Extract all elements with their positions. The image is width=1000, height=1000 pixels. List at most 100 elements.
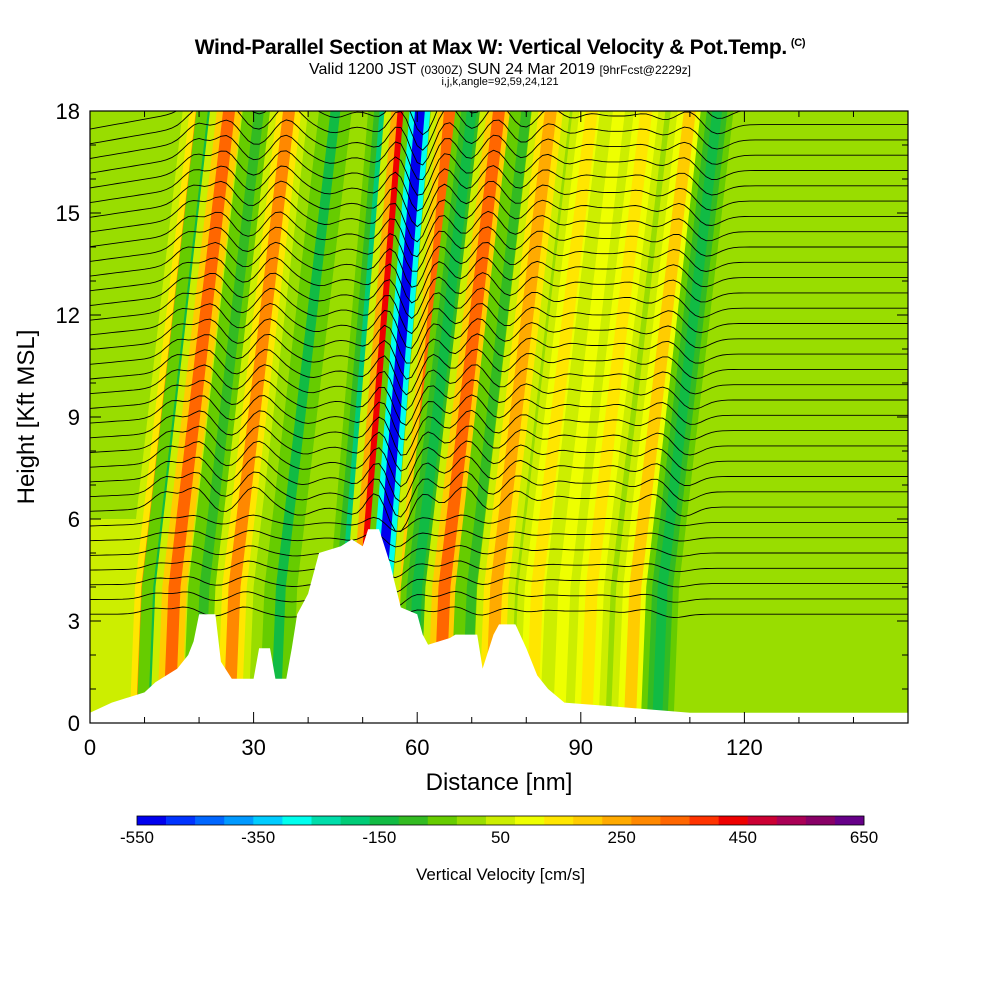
title-text: Wind-Parallel Section at Max W: Vertical… (194, 36, 788, 59)
colorbar-swatch (602, 816, 632, 825)
theta-contour-10 (90, 440, 908, 488)
colorbar-swatch (747, 816, 778, 825)
velocity-band-11-level-2 (433, 111, 505, 723)
colorbar-swatch (718, 816, 748, 825)
shaded-field (90, 111, 908, 723)
theta-contour-22 (90, 257, 908, 304)
theta-contour-31 (90, 119, 908, 166)
y-tick-label: 18 (56, 99, 80, 124)
chart-subtitle: Valid 1200 JST (0300Z) SUN 24 Mar 2019 [… (0, 61, 1000, 79)
theta-contour-5 (90, 529, 908, 548)
theta-contour-12 (90, 409, 908, 456)
colorbar-label: Vertical Velocity [cm/s] (416, 865, 585, 884)
theta-contour-21 (90, 272, 908, 320)
colorbar-swatch (805, 816, 836, 825)
theta-contour-15 (90, 364, 908, 411)
theta-contour-13 (90, 394, 908, 441)
velocity-band-13-level-2 (484, 111, 557, 723)
velocity-band-2-level-2 (163, 111, 236, 723)
colorbar-swatch (166, 816, 196, 825)
theta-contour-11 (90, 425, 908, 472)
plot-area (90, 111, 908, 723)
colorbar-tick-label: -350 (241, 828, 275, 847)
y-tick-label: 6 (68, 507, 80, 532)
colorbar-swatch (834, 816, 865, 825)
x-tick-label: 120 (726, 735, 763, 760)
theta-contour-32 (90, 111, 908, 151)
x-tick-label: 60 (405, 735, 429, 760)
colorbar-tick-label: -150 (362, 828, 396, 847)
theta-contour-4 (90, 545, 908, 563)
velocity-band-14-level-2 (525, 111, 598, 723)
colorbar-tick-label: 250 (607, 828, 635, 847)
colorbar-swatch (369, 816, 400, 825)
theta-contour-14 (90, 379, 908, 426)
y-tick-label: 15 (56, 201, 80, 226)
x-axis-label: Distance [nm] (426, 769, 573, 796)
velocity-band-17-level-2 (623, 111, 696, 723)
theta-contour-1 (90, 590, 908, 609)
colorbar-tick-label: 450 (729, 828, 757, 847)
colorbar-swatch (137, 816, 167, 825)
theta-contour-24 (90, 226, 908, 272)
theta-contour-28 (90, 165, 908, 212)
colorbar-swatch (224, 816, 254, 825)
y-tick-label: 3 (68, 609, 80, 634)
velocity-band-16-level-2 (580, 111, 653, 723)
theta-contour-0 (90, 606, 908, 624)
y-tick-label: 0 (68, 711, 80, 736)
valid-date: SUN 24 Mar 2019 (466, 61, 595, 78)
theta-contour-6 (90, 514, 908, 532)
theta-contour-29 (90, 149, 908, 196)
theta-contour-25 (90, 210, 908, 258)
colorbar-swatch (195, 816, 225, 825)
forecast-info: [9hrFcst@2229z] (599, 63, 692, 77)
theta-contour-23 (90, 241, 908, 288)
colorbar-swatch (427, 816, 458, 825)
theta-contour-20 (90, 287, 908, 335)
valid-prefix: Valid 1200 JST (308, 61, 416, 78)
theta-contour-19 (90, 303, 908, 349)
theta-contour-16 (90, 348, 908, 396)
colorbar-tick-label: 650 (850, 828, 878, 847)
velocity-band-18-level-2 (652, 111, 723, 723)
velocity-band-15-level-2 (552, 111, 625, 723)
theta-contour-9 (90, 455, 908, 503)
colorbar-frame (136, 815, 865, 826)
colorbar-swatch (515, 816, 545, 825)
velocity-band-4-level-2 (223, 111, 296, 723)
terrain (90, 529, 908, 723)
theta-contour-18 (90, 318, 908, 364)
colorbar-swatch (485, 816, 516, 825)
colorbar-swatch (456, 816, 487, 825)
x-tick-label: 0 (84, 735, 96, 760)
y-axis-label: Height [Kft MSL] (13, 330, 40, 505)
colorbar-swatch (253, 816, 283, 825)
colorbar-swatch (544, 816, 574, 825)
grid-indices: i,j,k,angle=92,59,24,121 (441, 76, 559, 88)
colorbar-swatch (282, 816, 312, 825)
colorbar-swatch (340, 816, 370, 825)
theta-contour-3 (90, 560, 908, 579)
colorbar-swatch (689, 816, 719, 825)
colorbar-swatch (311, 816, 341, 825)
theta-contour-2 (90, 575, 908, 594)
colorbar-swatch (660, 816, 690, 825)
theta-contour-30 (90, 134, 908, 181)
colorbar-swatch (776, 816, 807, 825)
x-tick-label: 30 (241, 735, 265, 760)
theta-contour-17 (90, 333, 908, 380)
colorbar-tick-label: 50 (491, 828, 510, 847)
colorbar-swatch (631, 816, 661, 825)
y-tick-label: 9 (68, 405, 80, 430)
theta-contour-27 (90, 180, 908, 228)
colorbar-swatch (398, 816, 429, 825)
copyright-mark: (C) (790, 37, 806, 49)
x-tick-label: 90 (569, 735, 593, 760)
colorbar-swatch (573, 816, 603, 825)
valid-utc: (0300Z) (420, 63, 463, 77)
theta-contour-8 (90, 471, 908, 518)
colorbar: -550 -350 -150 50 250 450 650 Vertical Velocity… (120, 815, 878, 884)
theta-contour-7 (90, 486, 908, 533)
